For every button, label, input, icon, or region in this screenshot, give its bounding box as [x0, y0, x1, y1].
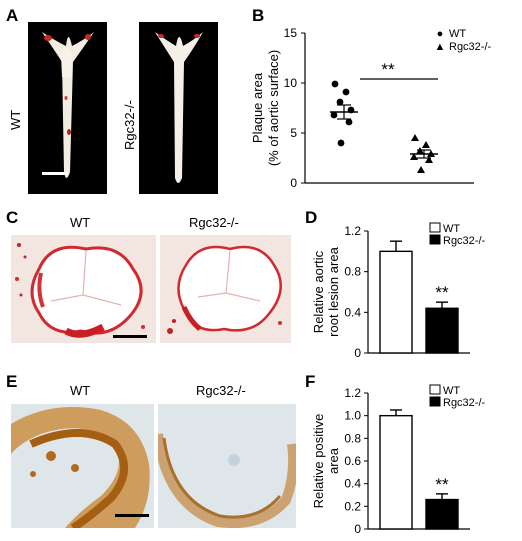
- legend-swatch: [429, 222, 441, 233]
- scale-bar: [42, 172, 68, 175]
- data-point: [411, 134, 419, 141]
- data-point: [337, 139, 345, 147]
- aorta-photo-rgc32: [139, 22, 218, 194]
- y-tick-label: 0.2: [344, 499, 361, 513]
- significance-label: **: [381, 60, 395, 79]
- col-label-wt: WT: [70, 215, 91, 230]
- data-point: [342, 88, 350, 96]
- legend-swatch: [429, 396, 441, 407]
- aortic-root-photo-wt: [11, 235, 156, 343]
- y-tick-label: 1.2: [344, 224, 361, 238]
- y-tick-label: 15: [284, 26, 298, 40]
- legend-label: WT: [443, 223, 460, 235]
- legend-marker: ▲: [435, 41, 446, 53]
- significance-label: **: [435, 283, 449, 302]
- y-tick-label: 1.0: [344, 409, 361, 423]
- bar: [425, 498, 459, 530]
- col-label-wt: WT: [70, 383, 91, 398]
- bar: [379, 414, 413, 530]
- legend-swatch: [429, 234, 441, 245]
- ihc-photo-wt: [11, 404, 154, 528]
- y-tick-label: 5: [290, 126, 297, 140]
- legend-label: WT: [443, 385, 460, 397]
- y-axis-label-2: area: [326, 447, 341, 474]
- row-label-wt: WT: [8, 109, 23, 130]
- chart-b: 0 5 10 15 Plaque area (% of aortic surface) **…: [250, 26, 492, 190]
- y-tick-label: 0.4: [344, 305, 361, 319]
- chart-f: 0 0.2 0.4 0.6 0.8 1.0 1.2 Relative positive area…: [311, 384, 486, 536]
- y-axis-label: Relative positive: [311, 414, 326, 509]
- panel-letter-a: A: [6, 6, 19, 25]
- panel-letter-b: B: [252, 6, 265, 25]
- legend-marker: ●: [437, 28, 444, 40]
- data-point: [331, 80, 339, 88]
- y-tick-label: 10: [284, 76, 298, 90]
- legend-label: WT: [449, 28, 466, 40]
- panel-letter-e: E: [6, 372, 18, 391]
- legend-label: Rgc32-/-: [443, 397, 486, 409]
- y-tick-label: 0: [354, 346, 361, 360]
- y-axis-label-2: (% of aortic surface): [266, 50, 281, 166]
- panel-letter-d: D: [305, 208, 318, 227]
- row-label-rgc32: Rgc32-/-: [122, 100, 137, 150]
- y-tick-label: 1.2: [344, 386, 361, 400]
- y-tick-label: 0.6: [344, 454, 361, 468]
- col-label-rgc32: Rgc32-/-: [189, 215, 239, 230]
- bar: [425, 307, 459, 354]
- data-point: [336, 98, 344, 106]
- y-tick-label: 0.8: [344, 431, 361, 445]
- data-point: [330, 111, 338, 119]
- legend-swatch: [429, 384, 441, 395]
- data-point: [422, 141, 430, 148]
- significance-label: **: [435, 475, 449, 494]
- panel-letter-f: F: [305, 372, 316, 391]
- legend-label: Rgc32-/-: [443, 235, 486, 247]
- legend-label: Rgc32-/-: [449, 41, 492, 53]
- scale-bar: [115, 514, 149, 517]
- aortic-root-photo-rgc32: [160, 235, 291, 343]
- data-point: [417, 166, 425, 173]
- scale-bar: [113, 335, 147, 338]
- y-axis-label: Plaque area: [250, 72, 265, 143]
- ihc-photo-rgc32: [158, 404, 296, 528]
- y-axis-label-2: root lesion area: [326, 246, 341, 336]
- data-point: [410, 153, 418, 160]
- chart-d: 0 0.4 0.8 1.2 Relative aortic root lesion are…: [311, 222, 486, 360]
- col-label-rgc32: Rgc32-/-: [196, 383, 246, 398]
- y-tick-label: 0: [354, 522, 361, 536]
- y-tick-label: 0: [290, 176, 297, 190]
- data-point: [345, 118, 353, 126]
- aorta-photo-wt: [28, 22, 107, 194]
- y-tick-label: 0.4: [344, 477, 361, 491]
- panel-letter-c: C: [6, 208, 19, 227]
- bar: [379, 250, 413, 354]
- data-point: [425, 156, 433, 163]
- y-tick-label: 0.8: [344, 265, 361, 279]
- y-axis-label: Relative aortic: [311, 250, 326, 333]
